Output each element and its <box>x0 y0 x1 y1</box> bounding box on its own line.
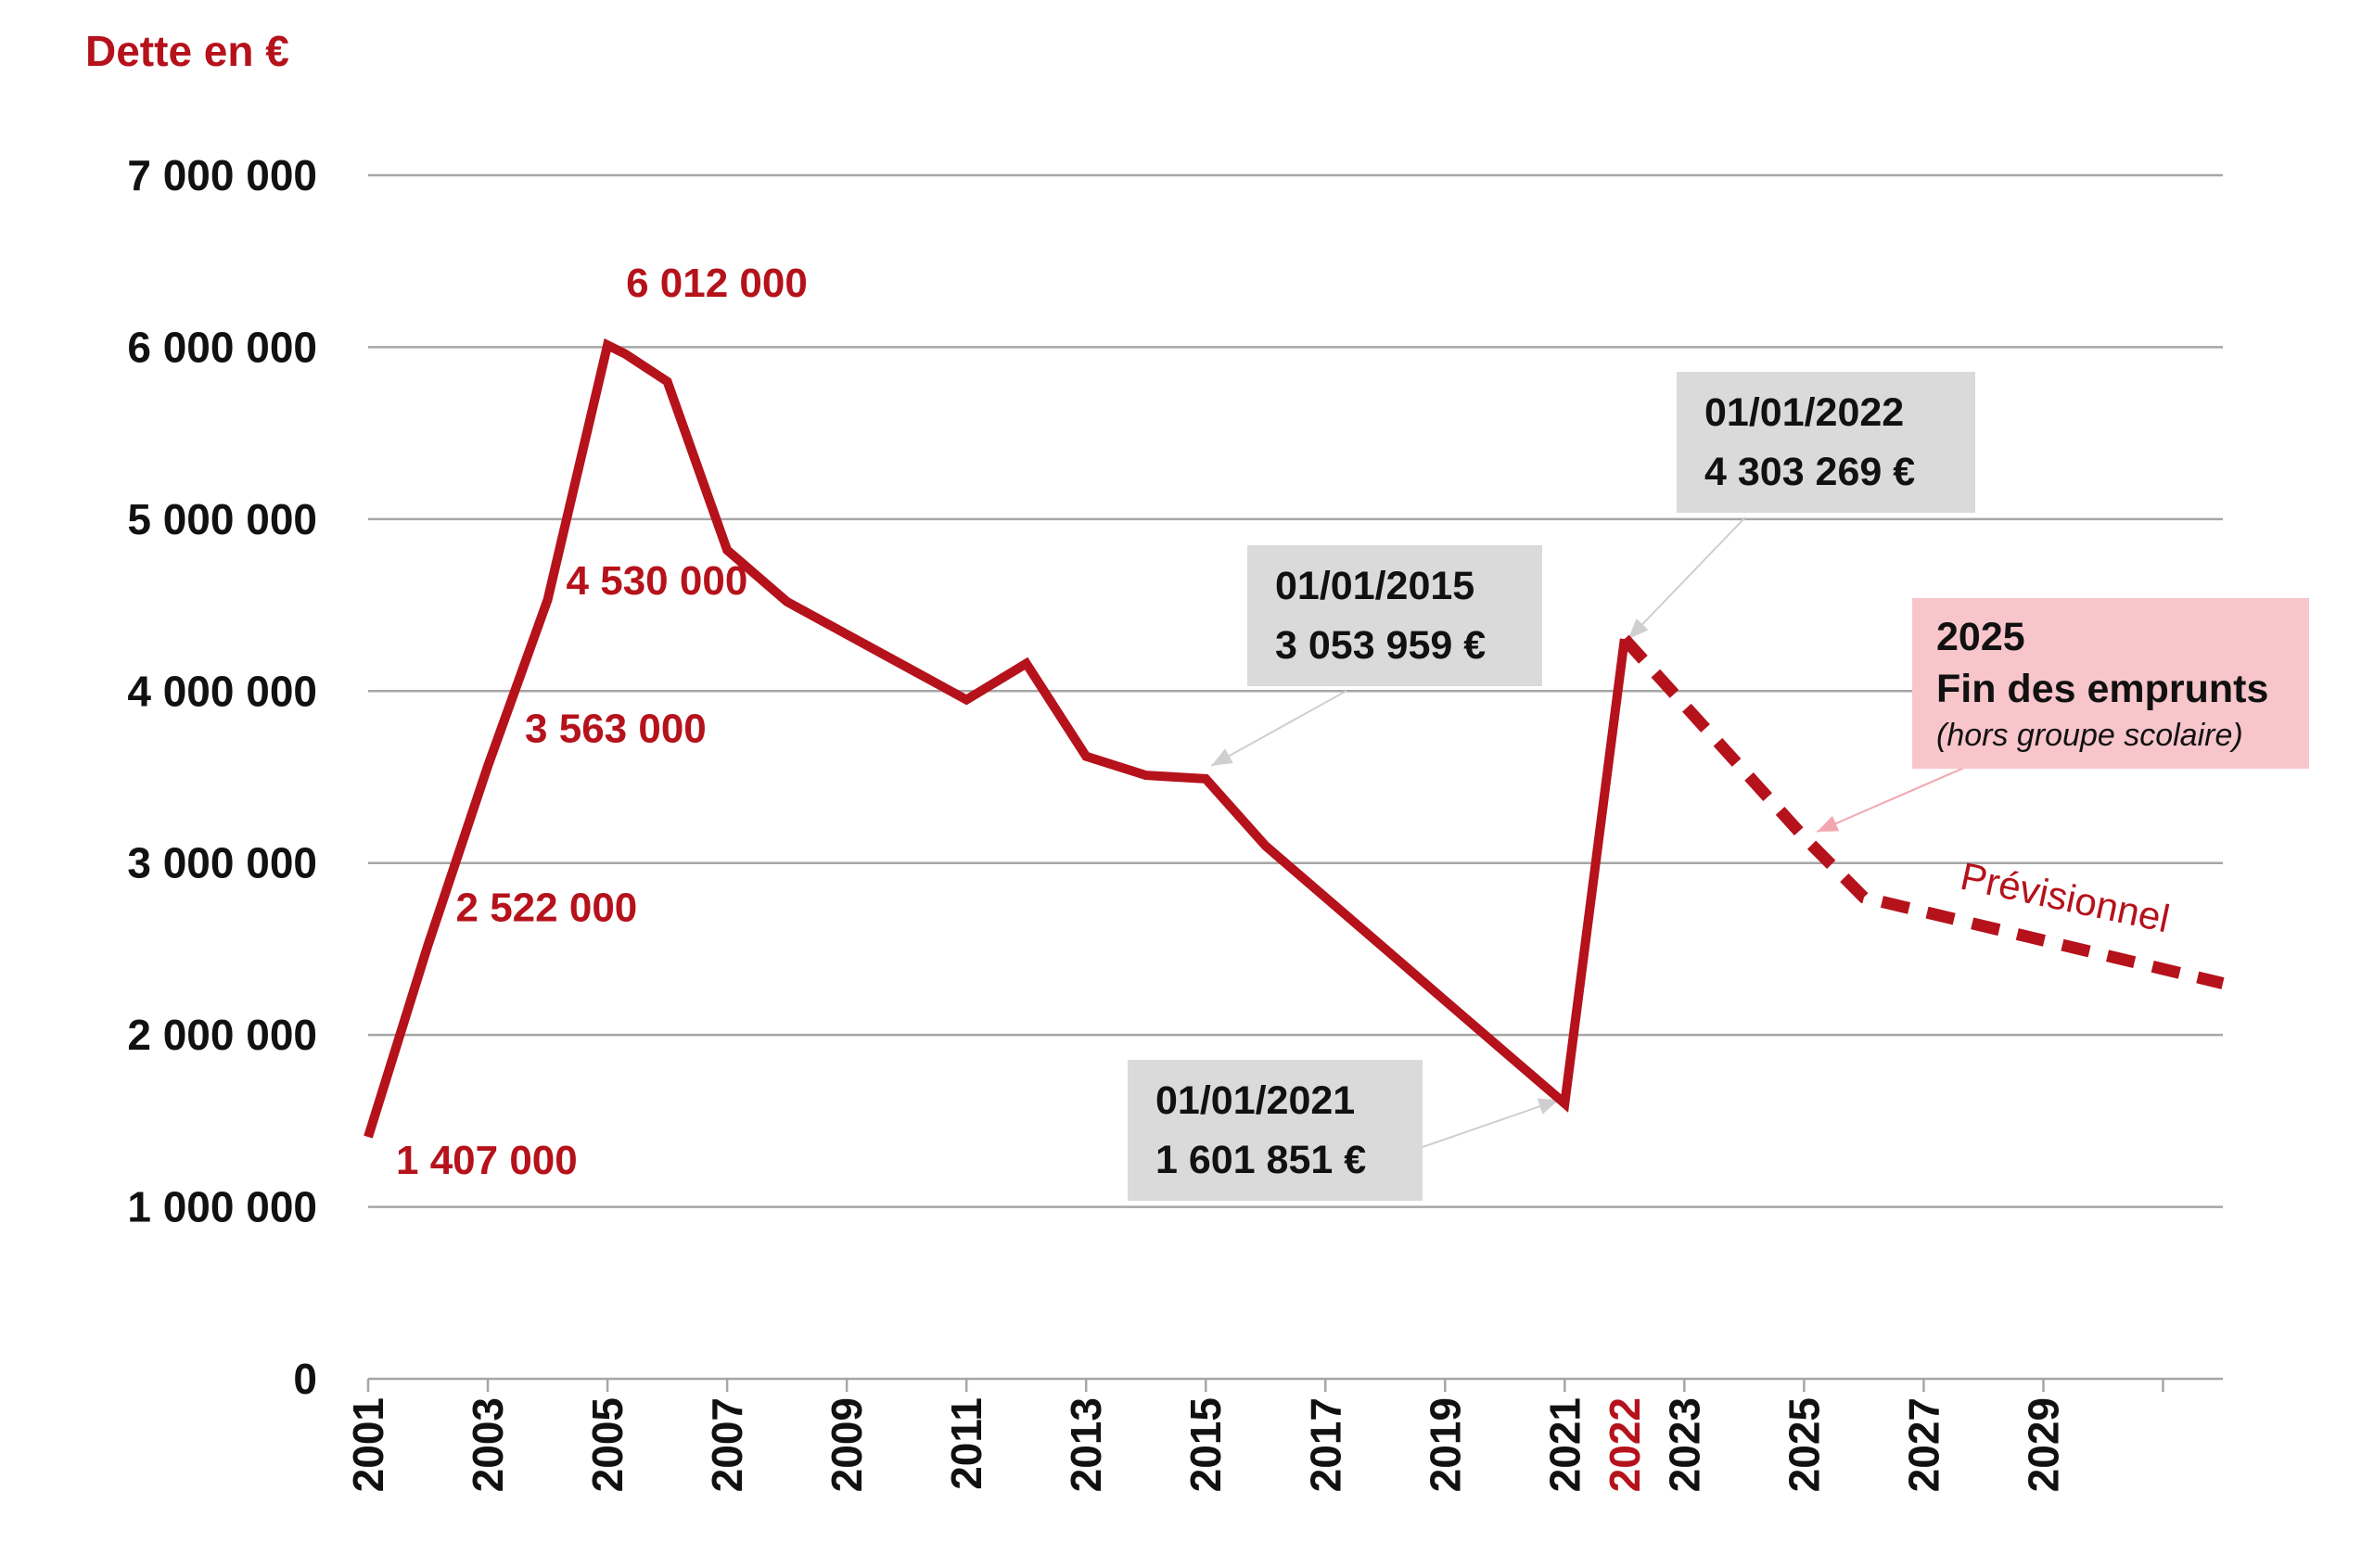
annotation-2022-value: 4 303 269 € <box>1704 450 1916 494</box>
x-tick-label: 2001 <box>344 1397 392 1492</box>
end-of-loans-note: (hors groupe scolaire) <box>1936 718 2243 753</box>
annotation-2021: 01/01/2021 1 601 851 € <box>1128 1060 1423 1201</box>
forecast-line <box>1619 634 2225 989</box>
annotation-2015-date: 01/01/2015 <box>1275 564 1475 608</box>
data-label: 1 407 000 <box>396 1138 578 1183</box>
x-tick-label: 2015 <box>1181 1397 1230 1492</box>
y-tick-label: 3 000 000 <box>127 839 317 887</box>
x-tick-label: 2005 <box>583 1397 632 1492</box>
y-tick-label: 7 000 000 <box>127 151 317 199</box>
debt-line <box>364 338 1629 1139</box>
x-tick-label: 2021 <box>1540 1397 1589 1492</box>
annotation-2021-value: 1 601 851 € <box>1155 1138 1367 1182</box>
data-label: 3 563 000 <box>525 706 707 751</box>
x-tick-label: 2023 <box>1660 1397 1708 1492</box>
connector-2022-head <box>1627 618 1649 640</box>
series-lines <box>364 338 2225 1139</box>
x-tick-label: 2003 <box>464 1397 512 1492</box>
connector-2022 <box>1627 516 1746 640</box>
x-tick-label: 2017 <box>1301 1397 1349 1492</box>
x-axis: 2001 2003 2005 2007 2009 2011 2013 2015 2017 2019… <box>344 1379 2164 1492</box>
x-tick-label: 2025 <box>1780 1397 1828 1492</box>
connector-2025-head <box>1817 815 1840 832</box>
end-of-loans-label: Fin des emprunts <box>1936 667 2269 711</box>
y-tick-label: 2 000 000 <box>127 1011 317 1059</box>
x-tick-label: 2007 <box>703 1397 751 1492</box>
x-tick-label: 2011 <box>942 1397 990 1490</box>
annotation-2021-date: 01/01/2021 <box>1155 1078 1356 1123</box>
x-tick-label: 2022 <box>1601 1397 1649 1492</box>
y-tick-label: 4 000 000 <box>127 667 317 715</box>
data-label: 6 012 000 <box>626 261 808 306</box>
x-tick-label: 2019 <box>1421 1397 1469 1492</box>
x-tick-label: 2029 <box>2019 1397 2067 1492</box>
connector-2015 <box>1210 690 1347 767</box>
y-axis: 0 1 000 000 2 000 000 3 000 000 4 000 000 5 0… <box>127 151 317 1403</box>
annotation-2015-value: 3 053 959 € <box>1275 623 1487 668</box>
y-tick-label: 6 000 000 <box>127 323 317 371</box>
connector-2021-head <box>1537 1098 1560 1115</box>
chart-title: Dette en € <box>85 27 289 75</box>
connector-2015-head <box>1211 748 1233 766</box>
x-tick-label: 2027 <box>1899 1397 1947 1492</box>
annotation-2022: 01/01/2022 4 303 269 € <box>1677 372 1975 513</box>
y-tick-label: 1 000 000 <box>127 1183 317 1231</box>
end-of-loans-annotation: 2025 Fin des emprunts (hors groupe scola… <box>1912 598 2309 769</box>
annotation-2015: 01/01/2015 3 053 959 € <box>1247 545 1542 686</box>
x-tick-label: 2013 <box>1062 1397 1110 1492</box>
x-tick-label: 2009 <box>823 1397 871 1492</box>
y-tick-label: 5 000 000 <box>127 495 317 543</box>
y-tick-label: 0 <box>293 1355 317 1403</box>
annotation-2022-date: 01/01/2022 <box>1704 390 1905 435</box>
connector-2021 <box>1422 1099 1560 1148</box>
gridlines <box>368 173 2223 1381</box>
end-of-loans-year: 2025 <box>1936 615 2025 659</box>
data-label: 4 530 000 <box>567 558 748 604</box>
data-label: 2 522 000 <box>456 885 638 930</box>
